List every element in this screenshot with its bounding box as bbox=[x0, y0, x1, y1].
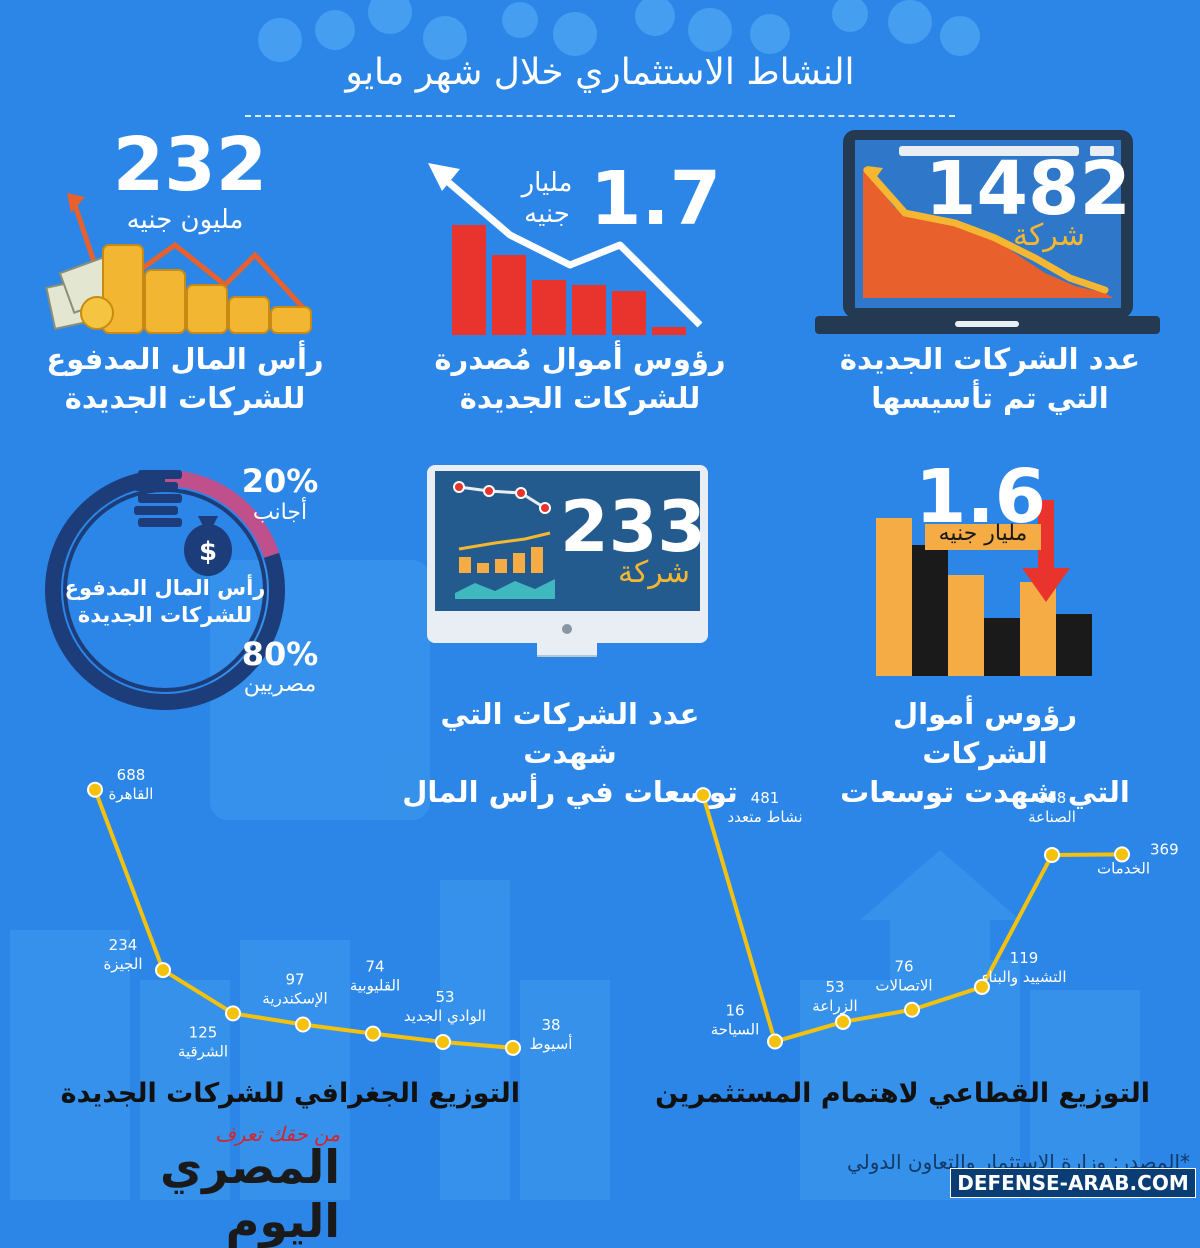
data-point bbox=[1114, 846, 1130, 863]
data-label-value: 368 bbox=[1038, 789, 1067, 807]
stat-expansion-companies-value: 233 bbox=[560, 486, 707, 568]
stat-expansion-capital-unit-bg bbox=[925, 524, 1041, 550]
logo-tagline-text: من حقك تعرف bbox=[215, 1122, 340, 1146]
stat-expansion-capital-unit: مليار جنيه bbox=[938, 521, 1028, 546]
category-label: نشاط متعدد bbox=[727, 808, 802, 826]
bar-chart-down-arrow-icon bbox=[876, 500, 1092, 676]
stat-expansion-companies-label: عدد الشركات التي شهدت توسعات في رأس الما… bbox=[395, 695, 745, 812]
title-divider bbox=[245, 115, 955, 117]
stat-issued-capital-unit: مليار جنيه bbox=[510, 168, 584, 230]
data-label-value: 125 bbox=[189, 1023, 218, 1041]
stat-new-companies-label-line2: التي تم تأسيسها bbox=[871, 381, 1109, 416]
category-label: الوادي الجديد bbox=[404, 1007, 486, 1026]
data-point bbox=[974, 978, 990, 995]
data-label-value: 53 bbox=[435, 988, 454, 1006]
category-label: التشييد والبناء bbox=[982, 968, 1067, 986]
laptop-chart-icon bbox=[815, 130, 1160, 334]
stat-expansion-capital-value: 1.6 bbox=[915, 454, 1047, 540]
category-label: الشرقية bbox=[178, 1042, 228, 1060]
stat-paid-capital-label: رأس المال المدفوع للشركات الجديدة bbox=[40, 340, 330, 418]
data-label-value: 74 bbox=[365, 958, 384, 976]
category-label: السياحة bbox=[711, 1021, 760, 1039]
stat-expansion-companies-label-line1: عدد الشركات التي شهدت bbox=[440, 697, 700, 771]
category-label: الخدمات bbox=[1097, 859, 1150, 877]
capital-split-donut: $ bbox=[45, 470, 285, 710]
donut-slice-2 bbox=[45, 470, 285, 710]
falling-bars-icon bbox=[428, 163, 703, 335]
stat-paid-capital-unit: مليون جنيه bbox=[126, 205, 244, 235]
data-label-value: 97 bbox=[285, 970, 304, 988]
stat-expansion-capital-label-line2: التي شهدت توسعات bbox=[840, 775, 1130, 810]
data-point bbox=[435, 1033, 451, 1050]
stat-new-companies-unit: شركة bbox=[1012, 218, 1085, 253]
geo-chart-title: التوزيع الجغرافي للشركات الجديدة bbox=[60, 1078, 520, 1109]
stat-issued-capital-unit-line2: جنيه bbox=[524, 199, 570, 230]
data-label-value: 16 bbox=[725, 1002, 744, 1020]
data-label-value: 53 bbox=[825, 978, 844, 996]
category-label: الإسكندرية bbox=[262, 989, 327, 1007]
stat-paid-capital-label-line2: للشركات الجديدة bbox=[64, 381, 306, 416]
category-label: الجيزة bbox=[103, 955, 142, 973]
capital-split-arcs bbox=[45, 470, 285, 710]
capital-split-center-line2: للشركات الجديدة bbox=[77, 603, 253, 628]
category-label: الصناعة bbox=[1028, 808, 1076, 826]
logo-name: المصري اليوم bbox=[160, 1140, 340, 1248]
stat-new-companies-label: عدد الشركات الجديدة التي تم تأسيسها bbox=[830, 340, 1150, 418]
data-point bbox=[295, 1016, 311, 1033]
category-label: أسيوط bbox=[530, 1034, 573, 1053]
egyptian-pct: 80% bbox=[241, 635, 319, 673]
donut-slice-1 bbox=[164, 470, 280, 559]
stat-new-companies-label-line1: عدد الشركات الجديدة bbox=[839, 342, 1141, 376]
data-label-value: 119 bbox=[1010, 949, 1039, 967]
sector-chart-title: التوزيع القطاعي لاهتمام المستثمرين bbox=[655, 1078, 1150, 1109]
logo-tagline: من حقك تعرف bbox=[190, 1122, 340, 1146]
data-point bbox=[87, 781, 103, 798]
stat-expansion-companies-label-line2: توسعات في رأس المال bbox=[402, 775, 738, 810]
page-title: النشاط الاستثماري خلال شهر مايو bbox=[345, 52, 855, 93]
category-label: القاهرة bbox=[109, 785, 154, 803]
data-point bbox=[767, 1033, 783, 1050]
stat-issued-capital-unit-line1: مليار bbox=[521, 168, 573, 198]
stat-expansion-capital-label: رؤوس أموال الشركات التي شهدت توسعات bbox=[830, 695, 1140, 812]
data-label-value: 38 bbox=[541, 1016, 560, 1034]
data-point bbox=[155, 962, 171, 979]
foreign-label: أجانب bbox=[252, 500, 308, 525]
stat-expansion-capital-label-line1: رؤوس أموال الشركات bbox=[892, 697, 1078, 771]
stat-issued-capital-value: 1.7 bbox=[590, 156, 722, 242]
stat-issued-capital-label-line1: رؤوس أموال مُصدرة bbox=[434, 342, 726, 376]
data-label-value: 369 bbox=[1150, 840, 1179, 858]
category-label: الزراعة bbox=[812, 997, 857, 1015]
data-point bbox=[1044, 846, 1060, 863]
stat-issued-capital-label: رؤوس أموال مُصدرة للشركات الجديدة bbox=[410, 340, 750, 418]
data-point bbox=[225, 1005, 241, 1022]
data-label-value: 76 bbox=[894, 958, 913, 976]
category-label: القليوبية bbox=[350, 977, 400, 995]
foreign-pct: 20% bbox=[241, 462, 319, 500]
data-point bbox=[695, 787, 711, 804]
data-point bbox=[505, 1039, 521, 1056]
monitor-chart-icon bbox=[427, 465, 708, 657]
data-label-value: 234 bbox=[109, 936, 138, 954]
egyptian-label: مصريين bbox=[243, 672, 317, 697]
data-label-value: 688 bbox=[117, 766, 146, 784]
data-label-value: 481 bbox=[751, 789, 780, 807]
svg-text:$: $ bbox=[199, 537, 217, 567]
coin-stacks-icon bbox=[45, 193, 312, 334]
stat-issued-capital-label-line2: للشركات الجديدة bbox=[459, 381, 701, 416]
money-bag-icon: $ bbox=[134, 470, 232, 576]
watermark: DEFENSE-ARAB.COM bbox=[950, 1168, 1196, 1198]
category-label: الاتصالات bbox=[875, 977, 932, 995]
stat-expansion-companies-unit: شركة bbox=[617, 555, 690, 590]
capital-split-center-label: رأس المال المدفوع للشركات الجديدة bbox=[55, 575, 275, 630]
stat-paid-capital-label-line1: رأس المال المدفوع bbox=[46, 342, 324, 376]
stat-paid-capital-value: 232 bbox=[112, 122, 268, 208]
capital-split-center-line1: رأس المال المدفوع bbox=[64, 576, 266, 600]
data-point bbox=[835, 1013, 851, 1030]
data-point bbox=[365, 1025, 381, 1042]
data-point bbox=[904, 1001, 920, 1018]
